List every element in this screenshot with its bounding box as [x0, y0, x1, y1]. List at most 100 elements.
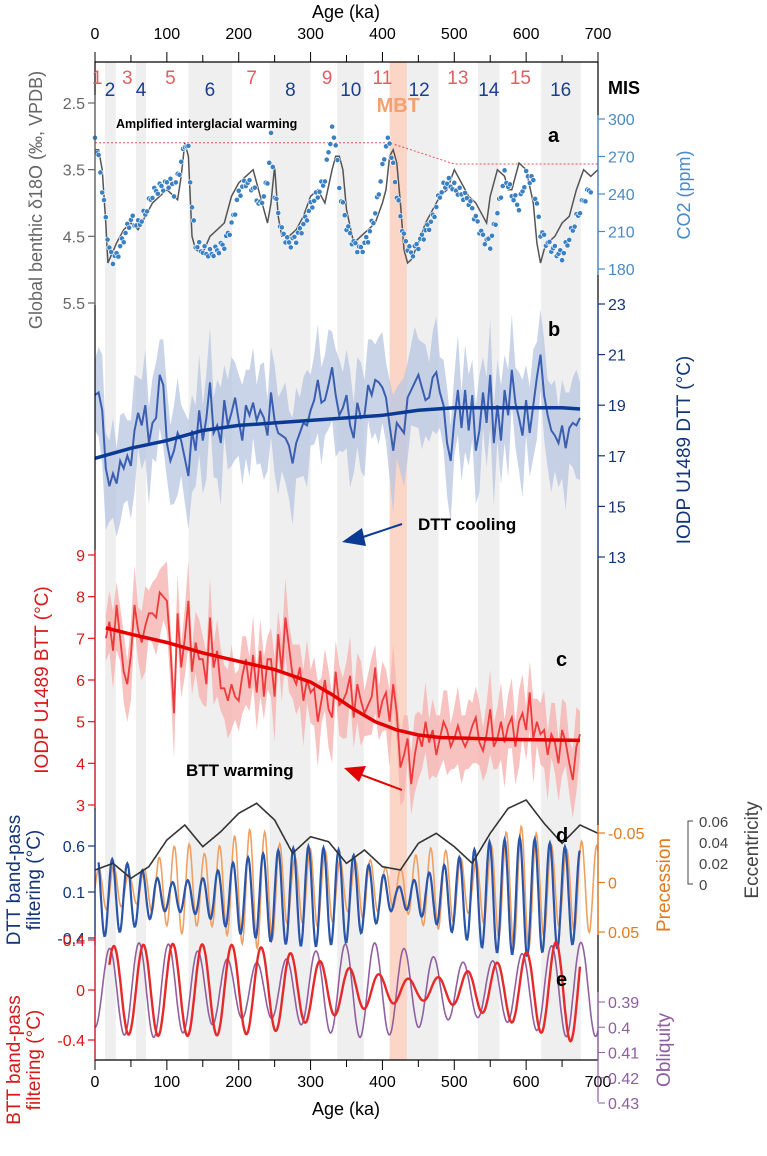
co2-point	[388, 154, 395, 161]
mbt-band	[389, 62, 407, 1060]
dtt-arrow-head	[342, 528, 366, 546]
precession-axis-tick-label: 0.05	[608, 925, 639, 942]
co2-point	[176, 171, 183, 178]
btt-axis-tick-label: 9	[76, 548, 85, 565]
co2-point	[228, 219, 235, 226]
co2-point	[251, 184, 258, 191]
precession-axis-title: Precession	[654, 838, 675, 932]
co2-axis-tick-label: 270	[608, 150, 635, 167]
co2-point	[201, 243, 208, 250]
co2-point	[445, 175, 452, 181]
co2-point	[108, 249, 115, 255]
co2-point	[234, 196, 240, 203]
x-tick-label: 100	[154, 1074, 181, 1091]
co2-point	[221, 245, 228, 252]
mis-stage-label: 5	[165, 68, 176, 89]
panel-label-b: b	[548, 319, 560, 341]
co2-point	[420, 236, 427, 243]
co2-point	[577, 210, 583, 217]
co2-point	[462, 190, 468, 196]
mis-stage-label: 14	[478, 80, 500, 101]
co2-point	[571, 223, 578, 230]
obliquity-axis-title: Obliquity	[654, 1013, 675, 1087]
co2-axis-tick-label: 300	[608, 112, 635, 129]
co2-point	[375, 191, 382, 198]
co2-point	[165, 184, 172, 191]
co2-point	[314, 194, 321, 201]
x-tick-label: 300	[297, 1074, 324, 1091]
co2-point	[171, 193, 177, 200]
co2-point	[187, 179, 194, 186]
co2-point	[210, 253, 217, 259]
co2-point	[451, 179, 458, 186]
eccentricity-tick-label: 0.04	[699, 835, 728, 852]
co2-point	[469, 205, 476, 212]
btt-arrow-head	[344, 766, 366, 782]
co2-point	[551, 243, 558, 249]
co2-point	[102, 214, 109, 221]
co2-point	[149, 195, 156, 201]
co2-point	[160, 187, 167, 194]
co2-point	[352, 240, 359, 247]
dtt-arrow-shaft	[359, 523, 403, 539]
co2-point	[226, 232, 233, 238]
glacial-band	[135, 62, 147, 1060]
co2-point	[438, 189, 445, 196]
dtt-line	[94, 354, 581, 487]
co2-point	[334, 157, 341, 163]
mis-stage-label: 13	[447, 68, 468, 89]
co2-point	[433, 204, 440, 210]
precession-axis-tick-label: -0.05	[608, 826, 645, 843]
co2-point	[392, 179, 398, 186]
co2-point	[331, 134, 337, 141]
dtt-bp-axis-title-1: DTT band-pass	[4, 815, 25, 946]
co2-point	[514, 201, 521, 208]
co2-point	[377, 178, 384, 185]
co2-point	[480, 231, 486, 238]
mis-stage-label: 10	[340, 80, 361, 101]
co2-point	[366, 228, 373, 235]
mbt-band-rect	[389, 62, 407, 1060]
co2-point	[246, 177, 253, 184]
x-axis-title: Age (ka)	[312, 2, 380, 22]
co2-point	[323, 156, 330, 163]
co2-point	[296, 225, 303, 232]
co2-point	[172, 179, 179, 186]
mis-stage-label: 3	[122, 68, 133, 89]
co2-point	[507, 181, 513, 188]
panel-label-a: a	[548, 125, 560, 147]
mis-header: MIS	[608, 78, 640, 98]
btt-axis-title: IODP U1489 BTT (°C)	[32, 586, 53, 773]
co2-point	[395, 197, 402, 204]
co2-point	[120, 239, 127, 246]
co2-point	[521, 184, 528, 191]
co2-point	[273, 195, 280, 202]
co2-point	[372, 210, 379, 217]
co2-point	[336, 185, 343, 191]
panel-label-c: c	[556, 649, 567, 671]
co2-point	[216, 250, 222, 257]
co2-point	[260, 193, 267, 200]
interglacial-level-line	[95, 142, 598, 165]
dtt-axis-tick-label: 21	[608, 348, 626, 365]
x-tick-label: 600	[513, 26, 540, 43]
mis-stage-label: 4	[136, 80, 147, 101]
co2-point	[437, 194, 443, 201]
co2-point	[413, 241, 420, 248]
dtt-uncertainty-band	[95, 309, 580, 537]
dtt-axis-tick-label: 15	[608, 499, 626, 516]
co2-axis-tick-label: 180	[608, 262, 635, 279]
btt-bp-axis-tick-label: 0	[76, 983, 85, 1000]
d18o-axis-tick-label: 3.5	[63, 163, 85, 180]
co2-point	[115, 253, 122, 260]
co2-point	[293, 239, 300, 246]
co2-point	[341, 212, 348, 219]
co2-point	[101, 197, 107, 203]
co2-point	[340, 199, 346, 206]
glacial-band	[337, 62, 364, 1060]
co2-point	[287, 244, 294, 251]
co2-point	[523, 168, 530, 174]
co2-point	[316, 188, 323, 195]
co2-point	[122, 230, 129, 236]
co2-point	[489, 232, 495, 239]
